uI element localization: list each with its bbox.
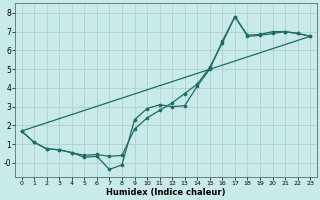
X-axis label: Humidex (Indice chaleur): Humidex (Indice chaleur) bbox=[106, 188, 226, 197]
